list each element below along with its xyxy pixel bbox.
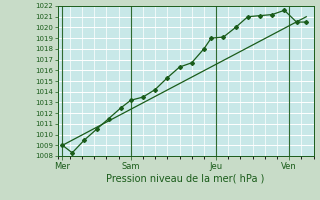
X-axis label: Pression niveau de la mer( hPa ): Pression niveau de la mer( hPa ) xyxy=(107,173,265,183)
